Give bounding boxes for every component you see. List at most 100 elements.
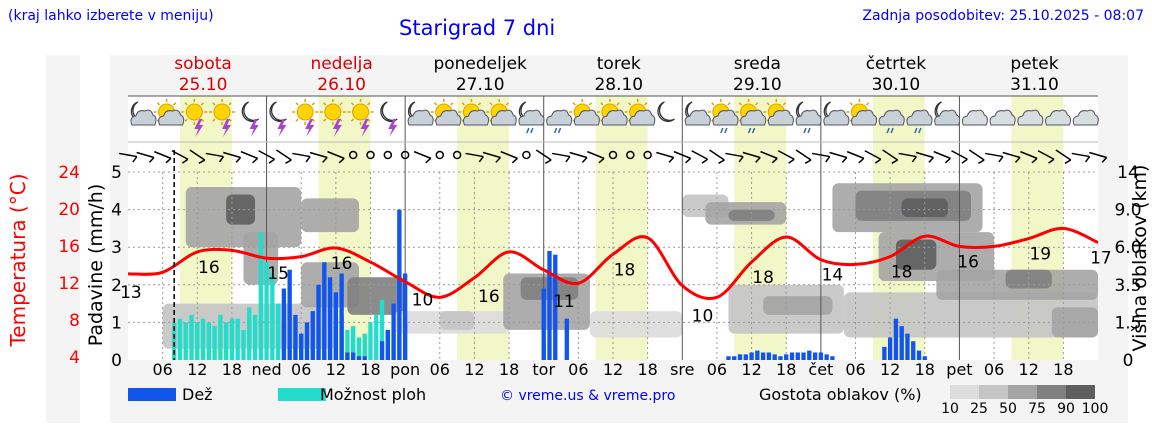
shower-bar [229,318,235,360]
moon-cloud-icon [823,101,850,126]
credit-link[interactable]: © vreme.us & vreme.pro [500,388,676,404]
rain-bar [316,284,321,360]
cloud-scale-label: 75 [1028,401,1046,417]
hour-tick: 12 [880,360,900,379]
hour-tick: pon [390,360,420,379]
cloud-tick: 9.0 [1114,201,1141,221]
shower-bar [368,322,373,360]
day-date: 30.10 [872,75,921,95]
hour-tick: 12 [326,360,346,379]
wind-calm-icon [626,150,635,160]
shower-bar [172,322,177,360]
rain-bar [922,356,927,360]
wind-barb-icon [327,150,345,164]
rain-bar [541,288,546,360]
shower-bar [362,333,367,360]
rain-bar [310,311,315,360]
rain-bar [339,273,344,360]
cloud-layer [1005,269,1052,289]
day-date: 31.10 [1010,75,1059,95]
rain-bar [391,303,396,360]
cloud-layer [439,311,475,330]
rain-bar [397,209,402,360]
rain-bar [732,356,737,360]
rain-bar [795,352,800,360]
rain-bar [911,341,916,360]
shower-bar [379,299,385,360]
hour-tick: 06 [430,360,450,379]
sun-cloud-icon [486,99,517,126]
shower-bar [195,322,200,360]
wind-barb-icon [898,152,917,163]
shower-bar [264,262,269,360]
sun-cloud-rain-icon [735,99,767,134]
hour-tick: ned [252,360,282,379]
day-name: ponedeljek [433,54,527,74]
rain-bar [304,322,310,360]
cloud-scale-label: 90 [1057,401,1075,417]
wind-barb-icon [587,150,605,164]
cloud-tick: 0 [1123,351,1134,371]
wind-calm-icon [383,150,393,160]
rain-bar [893,318,899,360]
cloud-scale-label: 50 [999,401,1017,417]
cloud-icon [961,109,988,126]
moon-thunder-icon [269,101,287,137]
shower-bar [275,303,281,360]
cloud-layer [301,198,359,233]
hour-tick: čet [808,360,833,379]
hour-tick: 06 [845,360,865,379]
cloud-scale-swatch [1066,385,1095,399]
hour-tick: 18 [499,360,519,379]
wind-barb-icon [413,150,432,164]
temperature-label: 13 [120,283,142,303]
day-name: petek [1010,54,1058,74]
cloud-height-axis-title: Višina oblakov (km) [1129,164,1151,352]
hour-tick: tor [532,360,555,379]
cloud-layer [843,292,1098,338]
wind-barb-icon [968,149,985,164]
wind-barb-icon [171,150,189,164]
day-date: 27.10 [456,75,505,95]
wind-barb-icon [691,150,708,164]
temperature-label: 14 [822,266,844,286]
wind-barb-icon [1089,151,1108,163]
cloud-scale-swatch [979,385,1008,399]
moon-cloud-rain-icon [518,101,545,134]
moon-cloud-icon [684,101,711,126]
cloud-layer [763,296,833,315]
hour-tick: 18 [360,360,380,379]
hour-tick: 18 [222,360,242,379]
rain-bar [801,352,806,360]
sun-cloud-rain-icon [707,99,739,134]
temperature-label: 19 [1029,245,1051,265]
rain-tick: 1 [111,313,122,333]
temperature-tick: 4 [69,348,80,368]
day-name: četrtek [866,54,927,74]
rain-bar [322,262,327,360]
wind-calm-icon [608,150,618,160]
temperature-label: 10 [412,291,434,311]
sun-thunder-icon [319,99,346,137]
sun-thunder-icon [181,99,208,137]
temperature-label: 16 [478,287,500,307]
rain-bar [778,356,783,360]
day-date: 26.10 [317,75,366,95]
shower-bar [212,326,217,360]
temperature-label: 15 [267,264,289,284]
wind-barb-icon [777,150,795,164]
rain-bar [905,333,910,360]
rain-bar [293,314,298,360]
sun-thunder-icon [209,99,235,137]
rain-axis-title: Padavine (mm/h) [85,183,107,347]
temperature-label: 10 [692,306,714,326]
day-name: sreda [734,54,781,74]
moon-cloud-icon [130,101,157,126]
sun-cloud-icon [569,99,600,126]
day-date: 29.10 [733,75,782,95]
shower-bar [356,337,362,360]
rain-bar [333,292,339,360]
rain-bar [766,352,772,360]
rain-bar [564,318,569,360]
